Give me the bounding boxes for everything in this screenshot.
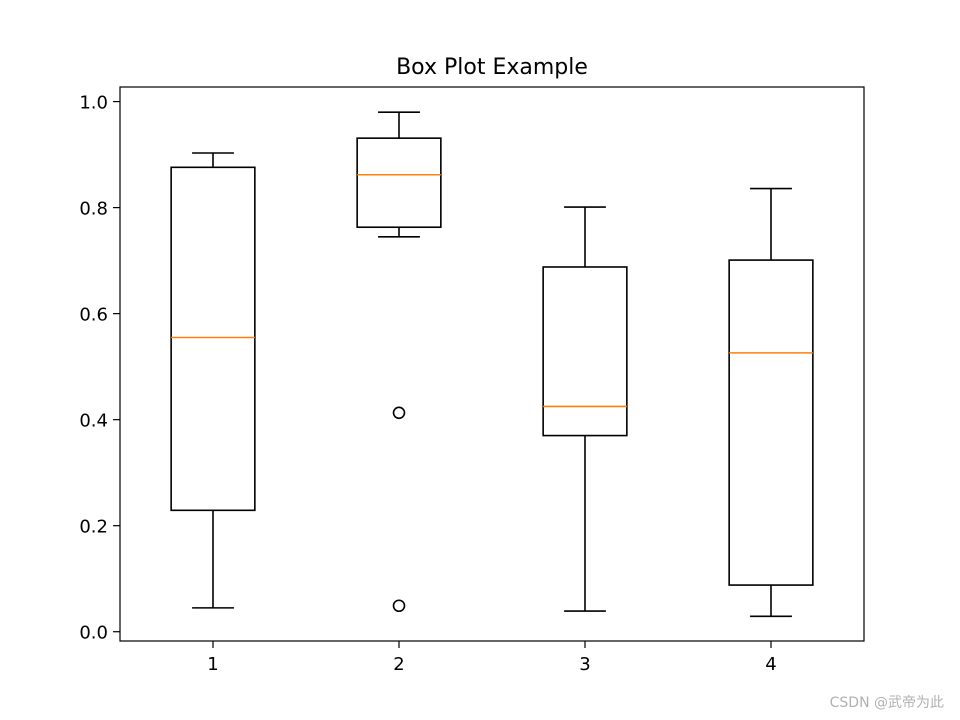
- y-tick-label: 0.2: [79, 517, 108, 538]
- box-iqr: [728, 259, 814, 586]
- box-iqr: [542, 266, 628, 437]
- x-tick-label: 1: [207, 654, 218, 675]
- x-tick-label: 4: [765, 654, 776, 675]
- outlier-point: [392, 406, 406, 420]
- box-iqr: [170, 166, 256, 512]
- box-group-1: [170, 152, 256, 609]
- y-tick-label: 0.6: [79, 305, 108, 326]
- y-tick-label: 0.0: [79, 623, 108, 644]
- y-tick-label: 0.8: [79, 199, 108, 220]
- x-tick-label: 3: [579, 654, 590, 675]
- box-group-2: [356, 111, 442, 613]
- chart-title: Box Plot Example: [396, 55, 588, 80]
- x-axis: 1 2 3 4: [207, 641, 777, 675]
- box-group-4: [728, 187, 814, 618]
- y-tick-label: 1.0: [79, 93, 108, 114]
- box-group-3: [542, 206, 628, 612]
- y-tick-label: 0.4: [79, 411, 108, 432]
- outlier-point: [392, 599, 406, 613]
- watermark-text: CSDN @武帝为此: [829, 695, 944, 711]
- y-axis: 0.0 0.2 0.4 0.6 0.8 1.0: [79, 93, 120, 644]
- box-iqr: [356, 137, 442, 229]
- box-series: [170, 111, 814, 618]
- x-tick-label: 2: [393, 654, 404, 675]
- plot-area-frame: [119, 86, 865, 642]
